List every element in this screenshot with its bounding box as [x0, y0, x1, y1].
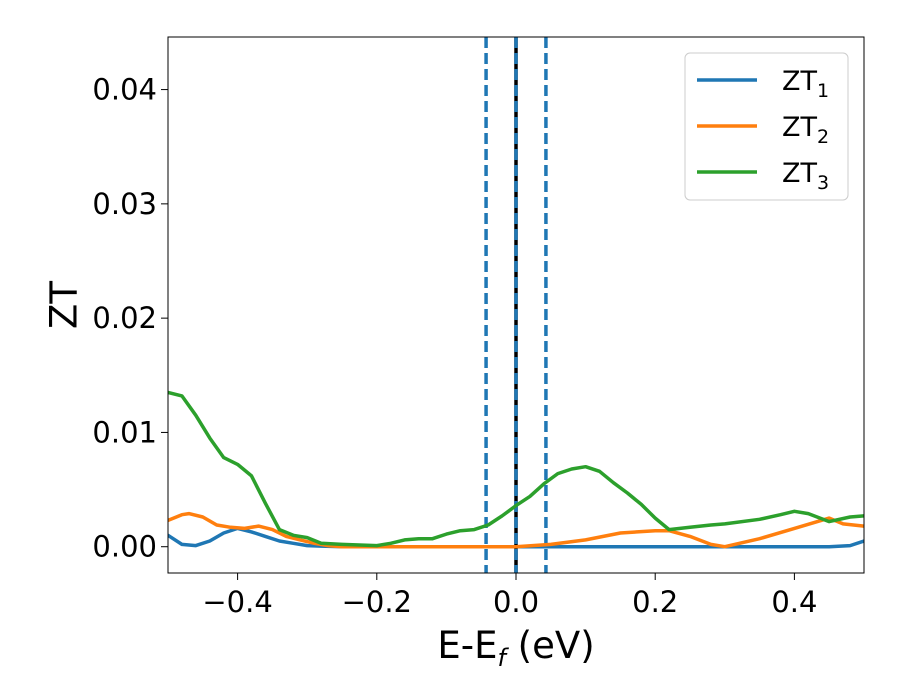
y-axis-title: ZT [43, 281, 86, 329]
y-tick-label: 0.02 [92, 301, 157, 335]
legend-label-main: ZT [782, 66, 817, 97]
legend-label-main: ZT [782, 112, 817, 143]
x-axis: −0.4 −0.2 0.0 0.2 0.4 [202, 573, 817, 619]
legend-label-2: ZT2 [782, 112, 829, 148]
legend-label-main: ZT [782, 158, 817, 189]
legend-label-subscript: 1 [817, 80, 829, 102]
x-axis-title: E-Ef (eV) [437, 624, 594, 672]
x-tick-label: 0.0 [493, 585, 539, 619]
series-layer [168, 390, 864, 549]
y-tick-label: 0.00 [92, 530, 157, 564]
x-tick-label: 0.2 [632, 585, 678, 619]
series-line-2 [168, 511, 864, 549]
x-tick-label: −0.2 [342, 585, 412, 619]
legend-label-subscript: 3 [817, 172, 829, 194]
y-tick-label: 0.03 [92, 187, 157, 221]
x-tick-label: 0.4 [771, 585, 817, 619]
legend-box [684, 52, 849, 201]
x-tick-label: −0.4 [202, 585, 272, 619]
legend-label-1: ZT1 [782, 66, 829, 102]
legend-label-subscript: 2 [817, 126, 829, 148]
legend-label-3: ZT3 [782, 158, 829, 194]
x-title-unit: (eV) [506, 624, 595, 667]
x-title-main: E-E [437, 624, 497, 667]
y-axis: 0.00 0.01 0.02 0.03 0.04 [92, 73, 168, 564]
reference-lines [484, 37, 548, 573]
y-tick-label: 0.04 [92, 73, 157, 107]
series-line-3 [168, 390, 864, 548]
y-tick-label: 0.01 [92, 415, 157, 449]
